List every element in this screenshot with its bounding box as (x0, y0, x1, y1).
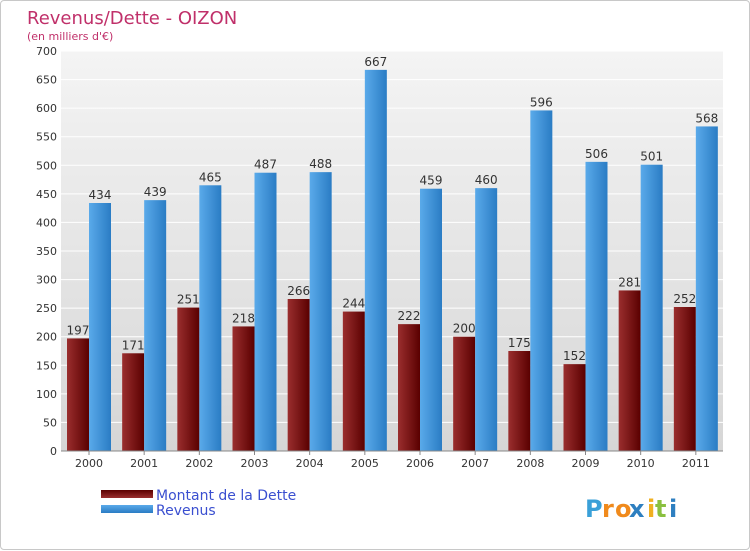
x-tick-label: 2010 (627, 457, 655, 470)
revenus-bar (89, 203, 111, 451)
x-tick-label: 2007 (461, 457, 489, 470)
x-tick-label: 2000 (75, 457, 103, 470)
y-tick-label: 150 (36, 359, 57, 372)
data-label: 175 (508, 336, 531, 350)
data-label: 506 (585, 147, 608, 161)
dette-bar (563, 364, 586, 451)
logo-letter: P (585, 495, 603, 523)
data-label: 244 (342, 297, 365, 311)
logo-letter: x (629, 495, 645, 523)
y-tick-label: 50 (43, 416, 57, 429)
data-label: 434 (89, 188, 112, 202)
y-tick-label: 550 (36, 131, 57, 144)
revenus-bar (420, 188, 442, 451)
dette-bar (232, 326, 255, 451)
y-tick-label: 250 (36, 302, 57, 315)
dette-bar (453, 336, 476, 451)
data-label: 488 (309, 157, 332, 171)
y-tick-label: 600 (36, 102, 57, 115)
data-label: 200 (453, 322, 476, 336)
data-label: 281 (618, 275, 641, 289)
data-label: 465 (199, 170, 222, 184)
x-tick-label: 2008 (516, 457, 544, 470)
logo-letter: r (602, 495, 614, 523)
dette-bar (177, 307, 200, 451)
bars (67, 69, 718, 452)
x-tick-label: 2002 (185, 457, 213, 470)
data-label: 667 (364, 55, 387, 69)
y-tick-label: 400 (36, 216, 57, 229)
y-tick-label: 450 (36, 188, 57, 201)
logo-letter: i (669, 495, 677, 523)
revenus-bar (640, 164, 663, 451)
data-label: 171 (122, 338, 145, 352)
chart-subtitle: (en milliers d'€) (27, 30, 113, 43)
dette-bar (673, 307, 696, 451)
dette-bar (398, 324, 420, 451)
legend-label-dette: Montant de la Dette (156, 488, 296, 504)
data-label: 439 (144, 185, 167, 199)
y-tick-label: 350 (36, 245, 57, 258)
x-tick-label: 2004 (296, 457, 324, 470)
y-tick-label: 300 (36, 274, 57, 287)
data-label: 460 (475, 173, 498, 187)
revenus-bar (364, 69, 387, 451)
y-tick-label: 650 (36, 74, 57, 87)
y-tick-label: 100 (36, 388, 57, 401)
x-tick-label: 2005 (351, 457, 379, 470)
data-label: 487 (254, 158, 277, 172)
revenus-bar (199, 185, 222, 452)
data-label: 252 (673, 292, 696, 306)
dette-bar (618, 290, 641, 451)
dette-bar (342, 311, 365, 451)
x-tick-label: 2009 (572, 457, 600, 470)
gridlines (61, 50, 723, 423)
x-tick-label: 2001 (130, 457, 158, 470)
data-label: 501 (640, 150, 663, 164)
y-tick-label: 0 (50, 445, 57, 458)
dette-bar (508, 351, 531, 451)
legend-swatch-revenus (101, 505, 153, 513)
data-labels: 197 434 171 439 251 465 218 487 266 488 244 667 222 4… (67, 55, 719, 363)
data-label: 459 (420, 174, 443, 188)
data-label: 251 (177, 293, 200, 307)
dette-bar (122, 353, 145, 451)
revenus-bar (475, 188, 498, 451)
legend-label-revenus: Revenus (156, 503, 216, 519)
revenus-bar (144, 200, 167, 451)
logo-letter: t (655, 495, 666, 523)
x-axis: 2000 2001 2002 2003 2004 2005 2006 2007 2008 2009… (75, 451, 710, 470)
y-axis: 0 50 100 150 200 250 300 350 400 450 500 550 600 650 7… (36, 45, 57, 458)
legend: Montant de la Dette Revenus (101, 488, 296, 519)
data-label: 266 (287, 284, 310, 298)
data-label: 218 (232, 311, 255, 325)
logo-letter: i (647, 495, 655, 523)
data-label: 596 (530, 95, 553, 109)
chart-title: Revenus/Dette - OIZON (27, 8, 237, 29)
data-label: 197 (67, 323, 90, 337)
revenus-bar (530, 110, 553, 451)
legend-swatch-dette (101, 490, 153, 498)
logo-letter: o (615, 495, 632, 523)
x-tick-label: 2003 (241, 457, 269, 470)
dette-bar (67, 338, 89, 451)
y-tick-label: 200 (36, 331, 57, 344)
data-label: 152 (563, 349, 586, 363)
data-label: 568 (695, 111, 718, 125)
x-tick-label: 2006 (406, 457, 434, 470)
dette-bar (287, 299, 310, 451)
revenus-bar (585, 161, 608, 451)
y-tick-label: 500 (36, 159, 57, 172)
revenus-bar (695, 126, 718, 451)
y-tick-label: 700 (36, 45, 57, 58)
revenus-bar (254, 172, 277, 451)
x-tick-label: 2011 (682, 457, 710, 470)
data-label: 222 (398, 309, 421, 323)
revenus-bar (309, 172, 332, 451)
